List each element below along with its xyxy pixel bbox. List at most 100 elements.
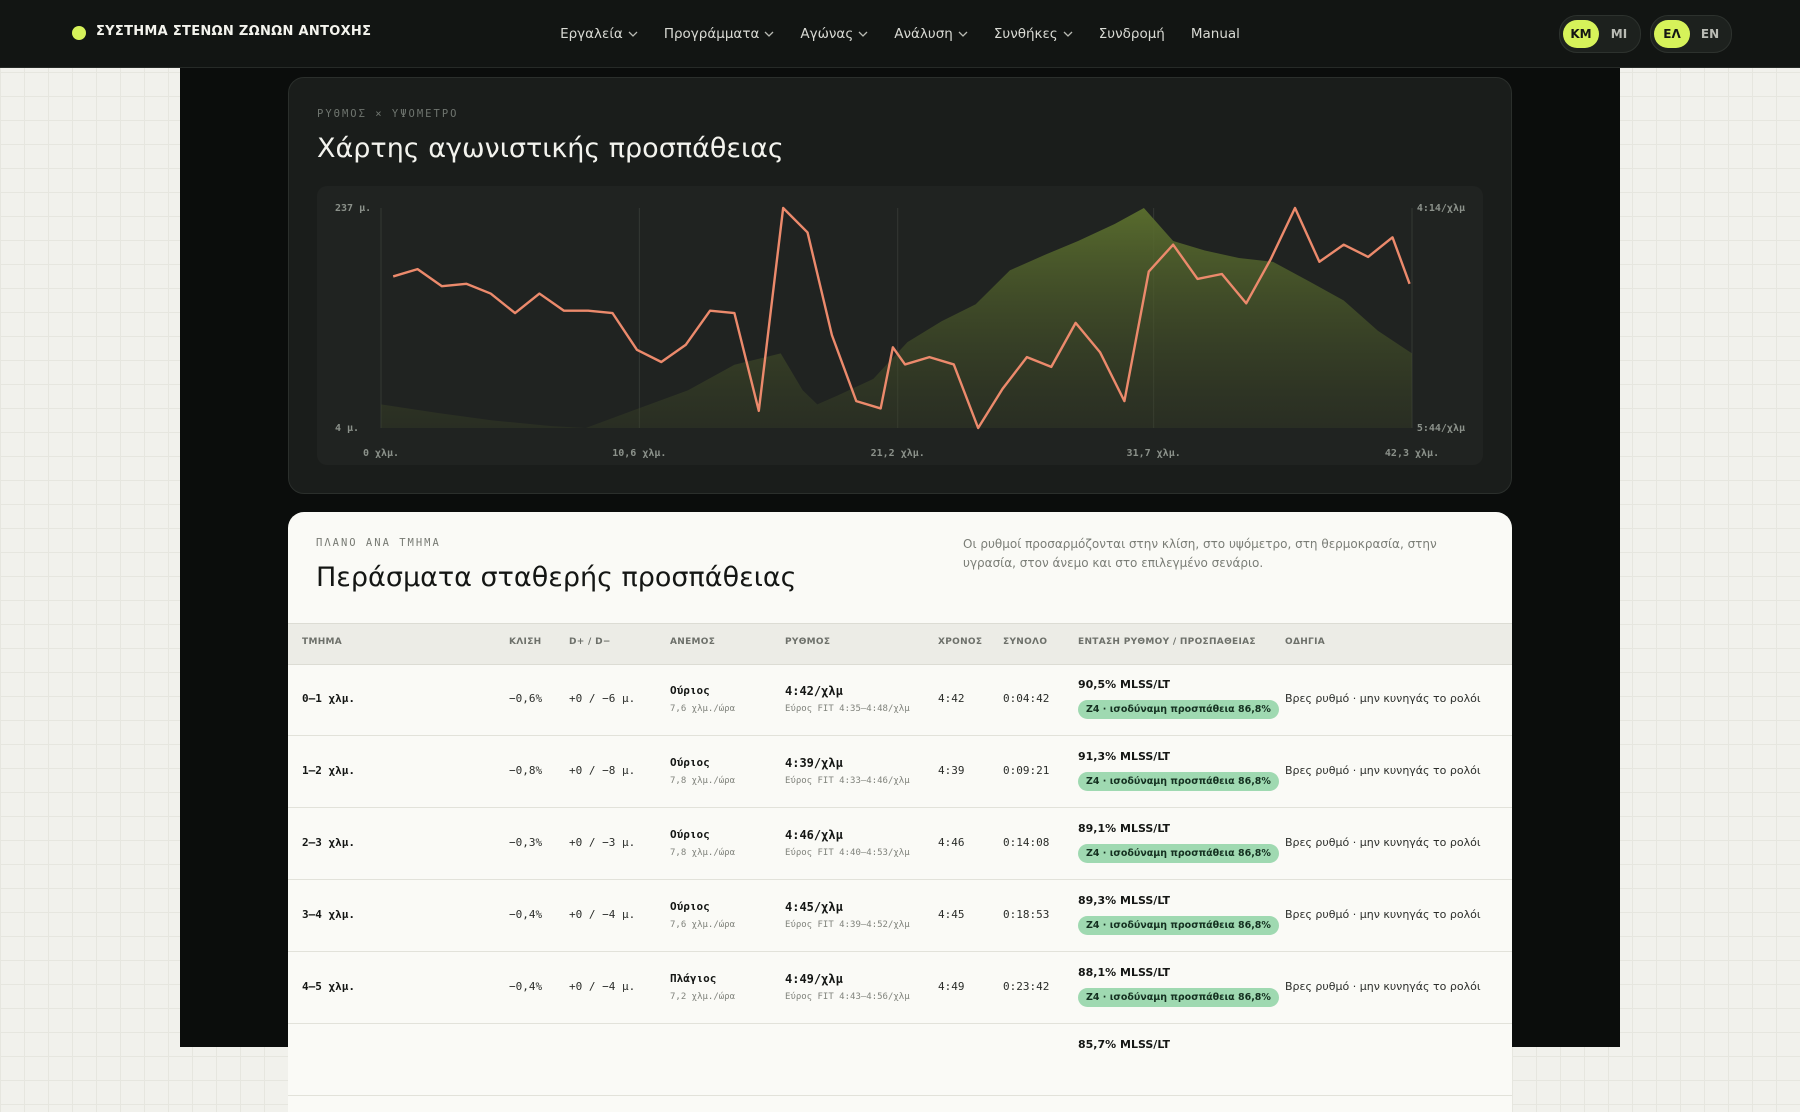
total: 0:23:42 — [1003, 980, 1050, 993]
nav-item[interactable]: Manual — [1191, 26, 1240, 42]
chart: 0 χλμ. 10,6 χλμ. 21,2 χλμ. 31,7 χλμ. 42,3 χλ… — [317, 186, 1483, 465]
zone: Z4 · ισοδύναμη προσπάθεια 86,8% — [1078, 916, 1279, 935]
zone: Z4 · ισοδύναμη προσπάθεια 86,8% — [1078, 772, 1279, 791]
nav-label: Συνδρομή — [1098, 25, 1165, 42]
chevron-path — [628, 31, 638, 37]
pace: 4:45/χλμ — [785, 900, 843, 914]
wind: Ούριος — [670, 684, 710, 697]
note: Οι ρυθμοί προσαρμόζονται στην κλίση, στο… — [963, 537, 1437, 570]
chart-title: Χάρτης αγωνιστικής προσπάθειας — [317, 133, 784, 164]
range: Εύρος FIT 4:40–4:53/χλμ — [785, 848, 910, 858]
gain: +0 / −8 μ. — [569, 764, 636, 777]
nav-label: Ανάλυση — [894, 25, 953, 42]
column-header: ΧΡΟΝΟΣ — [938, 637, 983, 647]
column-header: ΤΜΗΜΑ — [302, 637, 343, 647]
time: 4:39 — [938, 764, 965, 777]
gain: +0 / −4 μ. — [569, 908, 636, 921]
toggle: KM MI — [1559, 15, 1641, 53]
wind-speed: 7,6 χλμ./ώρα — [670, 920, 736, 930]
grade: −0,6% — [509, 692, 543, 705]
chevron — [764, 31, 774, 37]
nav-item[interactable]: Συνδρομή — [1099, 26, 1165, 42]
intensity: 85,7% MLSS/LT — [1078, 1038, 1171, 1051]
toggle-option[interactable]: MI — [1610, 27, 1628, 41]
wind-speed: 7,6 χλμ./ώρα — [670, 704, 736, 714]
elevation-area — [381, 208, 1412, 428]
chart-card: ΡΥΘΜΟΣ × ΥΨΟΜΕΤΡΟ Χάρτης αγωνιστικής προ… — [288, 77, 1512, 494]
wind-speed: 7,8 χλμ./ώρα — [670, 848, 736, 858]
wind-speed: 7,8 χλμ./ώρα — [670, 776, 736, 786]
grade: −0,4% — [509, 980, 543, 993]
chevron-path — [764, 31, 774, 37]
nav-item[interactable]: Εργαλεία — [560, 26, 638, 42]
zone: Z4 · ισοδύναμη προσπάθεια 86,8% — [1078, 844, 1279, 863]
nav-label: Manual — [1190, 25, 1240, 42]
wind: Ούριος — [670, 828, 710, 841]
brand[interactable]: ΣΥΣΤΗΜΑ ΣΤΕΝΩΝ ΖΩΝΩΝ ΑΝΤΟΧΗΣ — [96, 24, 372, 39]
segment: 0–1 χλμ. — [302, 692, 355, 705]
column-header: D+ / D− — [569, 637, 611, 647]
nav-item[interactable]: Αγώνας — [800, 26, 868, 42]
cue: Βρες ρυθμό · μην κυνηγάς το ρολόι — [1285, 836, 1481, 849]
column-header: ΑΝΕΜΟΣ — [670, 637, 716, 647]
x-tick-label: 31,7 χλμ. — [1127, 448, 1181, 459]
gain: +0 / −6 μ. — [569, 692, 636, 705]
brand-dot — [72, 26, 86, 40]
nav: Εργαλεία Προγράμματα Αγώνας Ανάλυση Συνθήκες… — [0, 0, 1800, 67]
time: 4:45 — [938, 908, 965, 921]
grade: −0,8% — [509, 764, 543, 777]
total: 0:04:42 — [1003, 692, 1050, 705]
table-row: 1–2 χλμ. −0,8% +0 / −8 μ. Ούριος 7,8 χλμ./ώρ… — [288, 736, 1512, 808]
toggle-option[interactable]: KM — [1563, 20, 1599, 48]
range: Εύρος FIT 4:39–4:52/χλμ — [785, 920, 910, 930]
toggle-option[interactable]: EN — [1700, 27, 1720, 41]
column-header: ΟΔΗΓΙΑ — [1285, 637, 1325, 647]
segment: 2–3 χλμ. — [302, 836, 355, 849]
toggle-option[interactable]: ΕΛ — [1654, 20, 1690, 48]
time: 4:46 — [938, 836, 965, 849]
time: 4:42 — [938, 692, 965, 705]
pace: 4:42/χλμ — [785, 684, 843, 698]
chevron — [628, 31, 638, 37]
eyebrow: ΠΛΑΝΟ ΑΝΑ ΤΜΗΜΑ — [316, 537, 441, 549]
total: 0:18:53 — [1003, 908, 1050, 921]
total: 0:14:08 — [1003, 836, 1050, 849]
table-row: 85,7% MLSS/LT — [288, 1024, 1512, 1096]
cue: Βρες ρυθμό · μην κυνηγάς το ρολόι — [1285, 980, 1481, 993]
chevron — [1063, 31, 1073, 37]
column-header: ΕΝΤΑΣΗ ΡΥΘΜΟΥ / ΠΡΟΣΠΑΘΕΙΑΣ — [1078, 637, 1256, 647]
intensity: 89,3% MLSS/LT — [1078, 894, 1171, 907]
cue: Βρες ρυθμό · μην κυνηγάς το ρολόι — [1285, 692, 1481, 705]
intensity: 88,1% MLSS/LT — [1078, 966, 1171, 979]
gain: +0 / −4 μ. — [569, 980, 636, 993]
range: Εύρος FIT 4:35–4:48/χλμ — [785, 704, 910, 714]
chevron — [958, 31, 968, 37]
wind: Ούριος — [670, 756, 710, 769]
time: 4:49 — [938, 980, 965, 993]
range: Εύρος FIT 4:43–4:56/χλμ — [785, 992, 910, 1002]
nav-item[interactable]: Ανάλυση — [894, 26, 968, 42]
nav-label: Αγώνας — [800, 25, 854, 42]
toggle: ΕΛ EN — [1650, 15, 1732, 53]
table-row: 2–3 χλμ. −0,3% +0 / −3 μ. Ούριος 7,8 χλμ./ώρ… — [288, 808, 1512, 880]
nav-item[interactable]: Συνθήκες — [994, 26, 1073, 42]
pace: 4:49/χλμ — [785, 972, 843, 986]
nav-label: Προγράμματα — [663, 25, 760, 42]
y2-tick-label: 4:14/χλμ — [1417, 203, 1465, 214]
cue: Βρες ρυθμό · μην κυνηγάς το ρολόι — [1285, 908, 1481, 921]
intensity: 91,3% MLSS/LT — [1078, 750, 1171, 763]
chevron-path — [958, 31, 968, 37]
wind: Ούριος — [670, 900, 710, 913]
segment: 4–5 χλμ. — [302, 980, 355, 993]
chevron-path — [858, 31, 868, 37]
wind: Πλάγιος — [670, 972, 717, 985]
y2-tick-label: 5:44/χλμ — [1417, 423, 1465, 434]
intensity: 90,5% MLSS/LT — [1078, 678, 1171, 691]
y-tick-label: 4 μ. — [335, 423, 359, 434]
grade: −0,3% — [509, 836, 543, 849]
section-title: Περάσματα σταθερής προσπάθειας — [316, 562, 797, 593]
segment: 3–4 χλμ. — [302, 908, 355, 921]
nav-item[interactable]: Προγράμματα — [664, 26, 775, 42]
segment: 1–2 χλμ. — [302, 764, 355, 777]
